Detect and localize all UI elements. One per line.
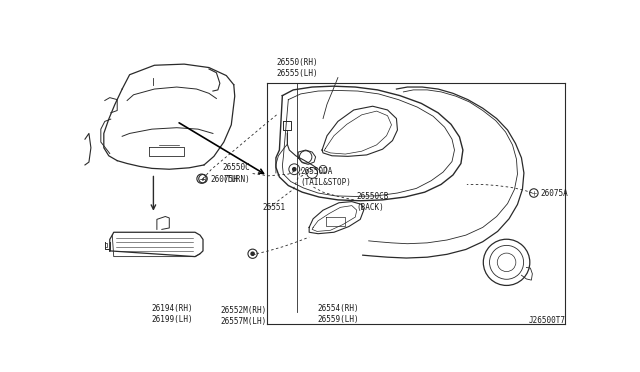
Text: 26551: 26551 [262,203,285,212]
Text: 26552M(RH)
26557M(LH): 26552M(RH) 26557M(LH) [221,306,267,326]
Text: 26550DA
(TAIL&STOP): 26550DA (TAIL&STOP) [301,167,351,187]
Text: 26550(RH)
26555(LH): 26550(RH) 26555(LH) [276,58,318,78]
Text: 26075A: 26075A [540,189,568,198]
Text: J26500T7: J26500T7 [529,316,566,326]
Circle shape [292,167,296,171]
Circle shape [250,251,255,256]
Text: 26075H: 26075H [210,175,237,185]
Text: 26550CB
(BACK): 26550CB (BACK) [356,192,389,212]
Text: 26550C
(TURN): 26550C (TURN) [222,163,250,184]
Text: 26554(RH)
26559(LH): 26554(RH) 26559(LH) [317,304,359,324]
Text: 26194(RH)
26199(LH): 26194(RH) 26199(LH) [151,304,193,324]
